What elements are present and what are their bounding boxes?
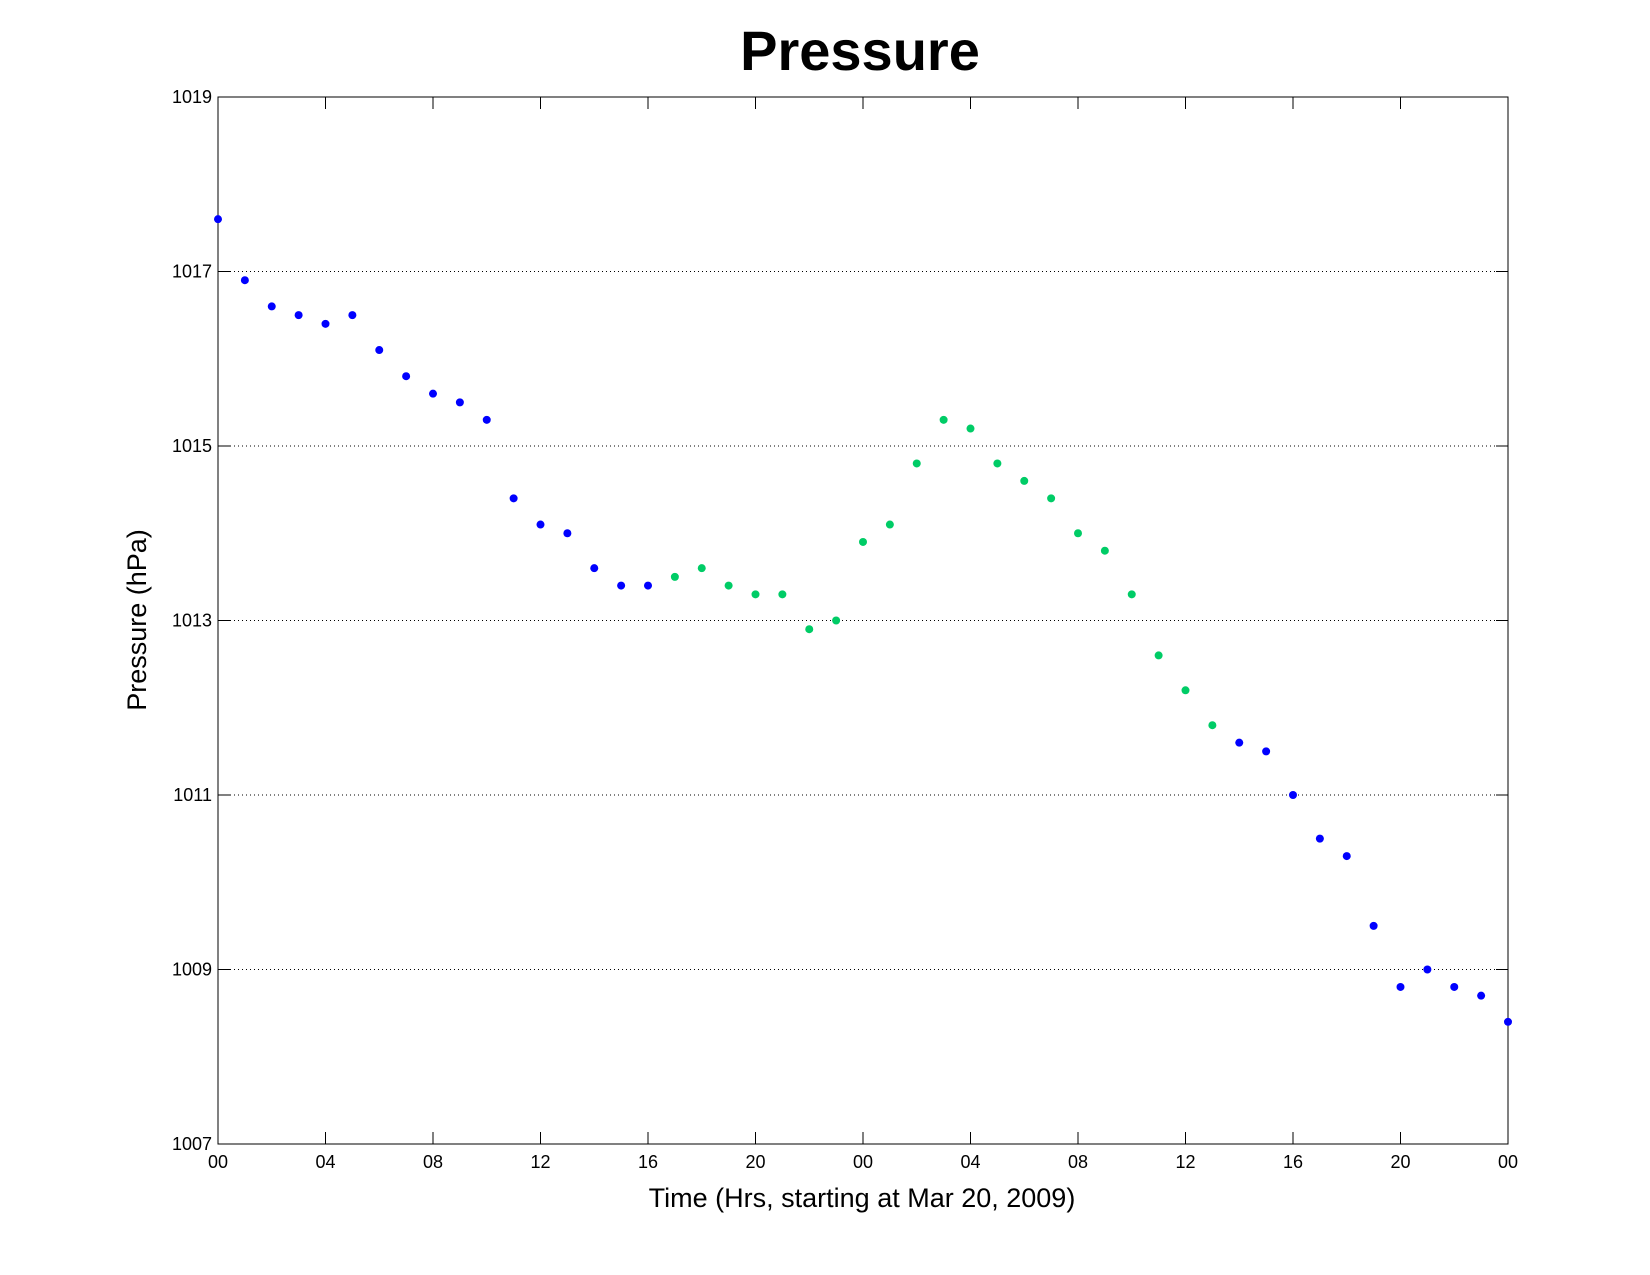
axis-ticks bbox=[217, 96, 1509, 1145]
x-tick-label: 00 bbox=[208, 1152, 228, 1172]
y-tick-label: 1017 bbox=[172, 262, 212, 282]
data-point bbox=[1100, 546, 1109, 555]
data-point bbox=[1504, 1017, 1512, 1026]
y-tick-label: 1015 bbox=[172, 436, 212, 456]
data-point bbox=[429, 389, 437, 398]
data-point bbox=[832, 616, 841, 625]
grid-lines bbox=[218, 271, 1508, 970]
data-point bbox=[939, 415, 948, 424]
data-point bbox=[885, 520, 894, 529]
data-point bbox=[590, 564, 599, 573]
data-point bbox=[617, 581, 626, 590]
data-point bbox=[1127, 590, 1136, 599]
data-point bbox=[805, 625, 814, 634]
x-tick-label: 20 bbox=[745, 1152, 765, 1172]
data-point bbox=[1262, 747, 1271, 756]
data-point bbox=[1047, 494, 1056, 503]
data-point bbox=[321, 319, 330, 328]
data-point bbox=[1369, 921, 1378, 930]
data-point bbox=[509, 494, 518, 503]
data-point bbox=[214, 215, 222, 224]
data-point bbox=[1477, 991, 1486, 1000]
data-point bbox=[778, 590, 787, 599]
data-point bbox=[482, 415, 491, 424]
data-point bbox=[1396, 982, 1405, 991]
data-point bbox=[1450, 982, 1459, 991]
data-point bbox=[670, 572, 679, 581]
x-tick-label: 04 bbox=[315, 1152, 335, 1172]
data-point bbox=[724, 581, 733, 590]
y-tick-label: 1011 bbox=[173, 785, 212, 805]
y-axis-label: Pressure (hPa) bbox=[122, 529, 152, 711]
data-point bbox=[1315, 834, 1324, 843]
data-point bbox=[1020, 476, 1029, 485]
data-point bbox=[1074, 529, 1082, 538]
x-tick-label: 16 bbox=[638, 1152, 658, 1172]
chart-title: Pressure bbox=[740, 19, 980, 82]
data-point bbox=[240, 276, 249, 285]
data-point bbox=[1235, 738, 1244, 747]
data-point bbox=[563, 529, 572, 538]
data-point bbox=[859, 537, 867, 546]
data-point bbox=[375, 346, 384, 355]
data-point bbox=[644, 581, 652, 590]
data-point bbox=[1181, 686, 1190, 695]
data-point bbox=[402, 372, 411, 381]
y-tick-label: 1009 bbox=[172, 960, 212, 980]
data-point bbox=[1342, 852, 1351, 861]
x-tick-label: 20 bbox=[1390, 1152, 1410, 1172]
data-point bbox=[697, 564, 706, 573]
x-tick-label: 00 bbox=[853, 1152, 873, 1172]
x-tick-label: 12 bbox=[530, 1152, 550, 1172]
x-axis-label: Time (Hrs, starting at Mar 20, 2009) bbox=[649, 1183, 1076, 1213]
data-point bbox=[294, 311, 303, 320]
y-tick-label: 1007 bbox=[172, 1134, 212, 1154]
data-point bbox=[1423, 965, 1432, 974]
data-point bbox=[1289, 791, 1297, 799]
data-point bbox=[348, 311, 357, 320]
data-points bbox=[214, 215, 1512, 1026]
x-tick-label: 08 bbox=[1068, 1152, 1088, 1172]
x-tick-label: 08 bbox=[423, 1152, 443, 1172]
data-point bbox=[267, 302, 276, 311]
data-point bbox=[912, 459, 921, 468]
data-point bbox=[455, 398, 464, 407]
x-tick-label: 00 bbox=[1498, 1152, 1518, 1172]
data-point bbox=[751, 590, 760, 599]
y-tick-label: 1019 bbox=[172, 87, 212, 107]
data-point bbox=[1208, 721, 1217, 730]
data-point bbox=[536, 520, 545, 529]
x-tick-label: 04 bbox=[960, 1152, 980, 1172]
x-tick-label: 16 bbox=[1283, 1152, 1303, 1172]
data-point bbox=[1154, 651, 1163, 660]
data-point bbox=[966, 424, 975, 433]
data-point bbox=[993, 459, 1002, 468]
y-tick-label: 1013 bbox=[172, 611, 212, 631]
tick-labels: 1007 1009 1011 1013 1015 1017 1019 00 04 08 12 16 20… bbox=[172, 87, 1518, 1172]
x-tick-label: 12 bbox=[1175, 1152, 1195, 1172]
